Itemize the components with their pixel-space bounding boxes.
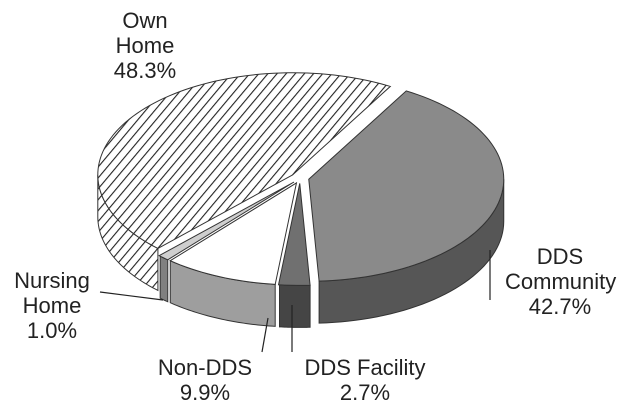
label-dds-facility: DDS Facility 2.7%: [285, 355, 445, 405]
label-dds-community: DDS Community 42.7%: [490, 244, 630, 319]
value-label: 48.3%: [113, 58, 177, 83]
label-nursing-home: Nursing Home 1.0%: [2, 268, 102, 343]
value-label: 9.9%: [179, 380, 231, 405]
value-label: 2.7%: [339, 380, 391, 405]
slice-side: [279, 284, 311, 328]
slice: [158, 181, 295, 261]
category-label: Non-DDS: [157, 355, 253, 380]
label-own-home: Own Home 48.3%: [95, 8, 195, 83]
category-label: Own Home: [115, 8, 175, 58]
category-label: DDS Community: [505, 244, 617, 294]
slice: [277, 183, 311, 286]
slice: [308, 90, 505, 282]
category-label: DDS Facility: [304, 355, 426, 380]
value-label: 1.0%: [26, 318, 78, 343]
slice: [169, 181, 298, 285]
value-label: 42.7%: [528, 294, 592, 319]
leader-lines: [99, 250, 491, 353]
category-label: Nursing Home: [14, 268, 90, 318]
slice: [97, 72, 392, 249]
slice-side: [159, 255, 169, 303]
label-non-dds: Non-DDS 9.9%: [150, 355, 260, 405]
